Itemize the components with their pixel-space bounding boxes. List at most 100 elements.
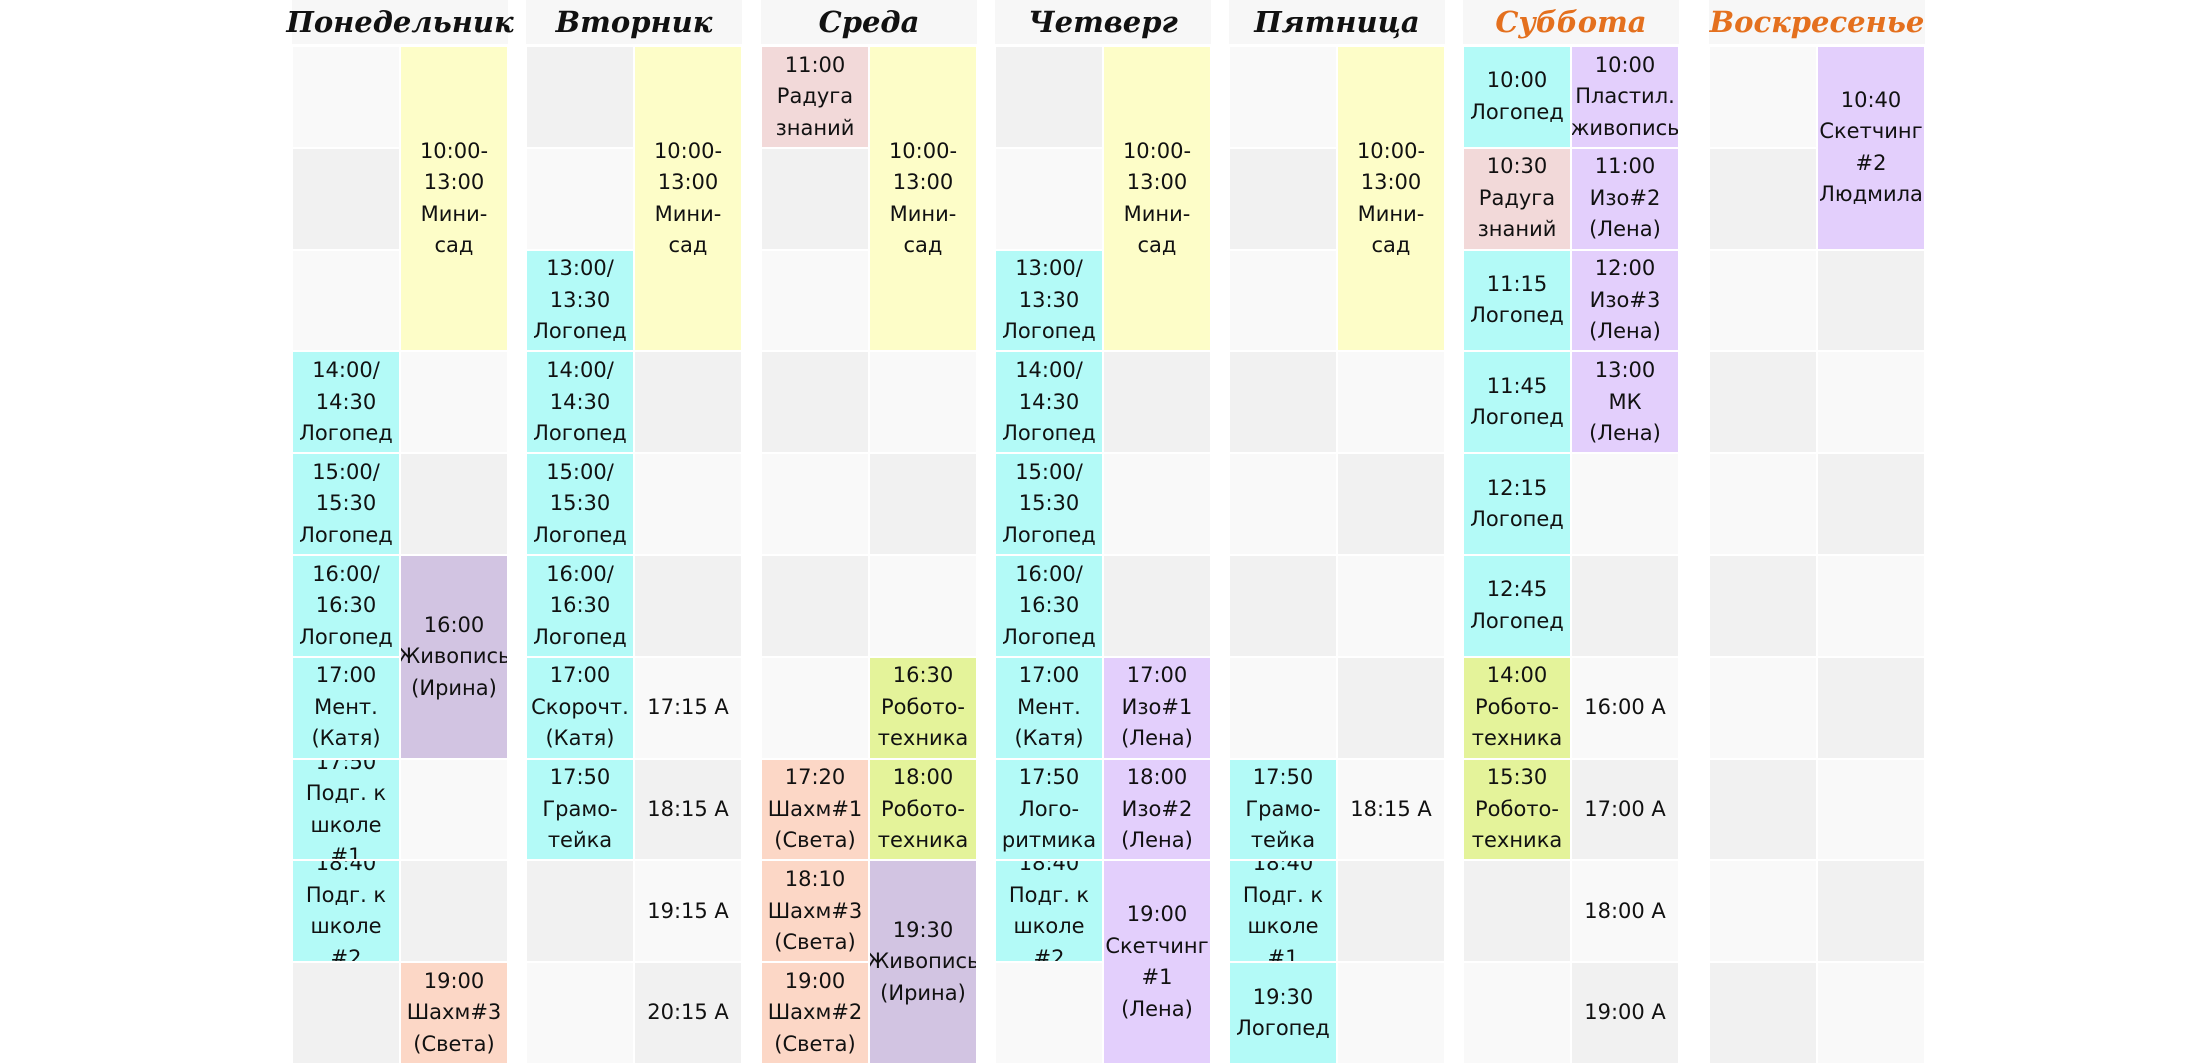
schedule-cell: 10:00- 13:00 Мини- сад	[1338, 47, 1444, 351]
schedule-cell: 17:15 А	[647, 694, 729, 719]
empty-slot	[1230, 250, 1336, 351]
empty-slot	[1710, 250, 1816, 351]
empty-slot	[1464, 963, 1570, 1063]
schedule-cell: 18:40 Подг. к школе #1	[1230, 861, 1336, 962]
empty-slot	[401, 352, 507, 453]
schedule-cell: 19:00 Шахм#3 (Света)	[401, 963, 507, 1063]
schedule-cell: 19:00 Шахм#2 (Света)	[762, 963, 868, 1063]
day-header-4: Пятница	[1229, 0, 1445, 44]
empty-slot	[762, 250, 868, 351]
empty-slot	[1818, 454, 1924, 554]
empty-slot	[1230, 657, 1336, 758]
empty-slot	[1230, 556, 1336, 656]
schedule-cell: 19:00 А	[1584, 1000, 1666, 1025]
empty-slot	[1572, 657, 1678, 758]
empty-slot	[1710, 861, 1816, 962]
empty-slot	[1338, 352, 1444, 453]
schedule-cell: 19:30 Логопед	[1230, 963, 1336, 1063]
empty-slot	[1338, 759, 1444, 860]
empty-slot	[293, 250, 399, 351]
schedule-cell: 15:00/ 15:30 Логопед	[527, 454, 633, 554]
empty-slot	[1818, 352, 1924, 453]
empty-slot	[1230, 454, 1336, 554]
schedule-cell: 19:00 Скетчинг #1 (Лена)	[1104, 861, 1210, 1063]
schedule-cell: 16:00/ 16:30 Логопед	[996, 556, 1102, 656]
schedule-cell: 17:00 Изо#1 (Лена)	[1104, 657, 1210, 758]
empty-slot	[527, 861, 633, 962]
schedule-cell: 10:00- 13:00 Мини- сад	[401, 47, 507, 351]
schedule-cell: 16:00/ 16:30 Логопед	[527, 556, 633, 656]
schedule-cell: 17:00 Скорочт. (Катя)	[527, 657, 633, 758]
day-header-6: Воскресенье	[1709, 0, 1925, 44]
schedule-cell: 18:10 Шахм#3 (Света)	[762, 861, 868, 962]
schedule-cell: 17:00 Мент. (Катя)	[293, 657, 399, 758]
empty-slot	[401, 454, 507, 554]
empty-slot	[293, 963, 399, 1063]
empty-slot	[1710, 759, 1816, 860]
schedule-cell: 10:00 Логопед	[1464, 47, 1570, 147]
empty-slot	[1710, 657, 1816, 758]
schedule-cell: 18:00 Робото- техника	[870, 759, 976, 860]
schedule-cell: 12:45 Логопед	[1464, 556, 1570, 656]
schedule-cell: 18:15 А	[1350, 796, 1432, 821]
empty-slot	[1818, 759, 1924, 860]
schedule-cell: 17:50 Подг. к школе #1	[293, 759, 399, 860]
empty-slot	[870, 352, 976, 453]
schedule-cell: 17:20 Шахм#1 (Света)	[762, 759, 868, 860]
empty-slot	[1818, 657, 1924, 758]
schedule-cell: 17:50 Лого- ритмика	[996, 759, 1102, 860]
schedule-cell: 11:45 Логопед	[1464, 352, 1570, 453]
schedule-cell: 18:00 А	[1584, 898, 1666, 923]
empty-slot	[762, 352, 868, 453]
empty-slot	[1230, 47, 1336, 147]
schedule-cell: 15:00/ 15:30 Логопед	[293, 454, 399, 554]
empty-slot	[762, 556, 868, 656]
schedule-cell: 16:30 Робото- техника	[870, 657, 976, 758]
empty-slot	[527, 148, 633, 249]
schedule-cell: 14:00 Робото- техника	[1464, 657, 1570, 758]
schedule-cell: 13:00/ 13:30 Логопед	[996, 250, 1102, 351]
empty-slot	[293, 148, 399, 249]
schedule-cell: 15:00/ 15:30 Логопед	[996, 454, 1102, 554]
empty-slot	[996, 963, 1102, 1063]
schedule-cell: 10:00- 13:00 Мини- сад	[635, 47, 741, 351]
empty-slot	[635, 759, 741, 860]
day-header-1: Вторник	[526, 0, 742, 44]
schedule-cell: 11:15 Логопед	[1464, 250, 1570, 351]
schedule-cell: 10:00- 13:00 Мини- сад	[870, 47, 976, 351]
empty-slot	[401, 861, 507, 962]
schedule-cell: 15:30 Робото- техника	[1464, 759, 1570, 860]
schedule-cell: 17:00 А	[1584, 796, 1666, 821]
empty-slot	[1710, 352, 1816, 453]
schedule-cell: 17:00 Мент. (Катя)	[996, 657, 1102, 758]
empty-slot	[870, 556, 976, 656]
empty-slot	[635, 861, 741, 962]
empty-slot	[401, 759, 507, 860]
empty-slot	[762, 657, 868, 758]
empty-slot	[762, 148, 868, 249]
day-header-2: Среда	[761, 0, 977, 44]
empty-slot	[1818, 556, 1924, 656]
empty-slot	[1818, 861, 1924, 962]
empty-slot	[635, 556, 741, 656]
empty-slot	[1104, 352, 1210, 453]
empty-slot	[1710, 454, 1816, 554]
schedule-cell: 19:15 А	[647, 898, 729, 923]
empty-slot	[1104, 454, 1210, 554]
schedule-cell: 12:15 Логопед	[1464, 454, 1570, 554]
schedule-cell: 10:30 Радуга знаний	[1464, 148, 1570, 249]
schedule-cell: 19:30 Живопись (Ирина)	[870, 861, 976, 1063]
empty-slot	[1710, 556, 1816, 656]
schedule-cell: 10:00- 13:00 Мини- сад	[1104, 47, 1210, 351]
schedule-cell: 13:00/ 13:30 Логопед	[527, 250, 633, 351]
schedule-cell: 18:15 А	[647, 796, 729, 821]
empty-slot	[635, 657, 741, 758]
schedule-cell: 10:00 Пластил. живопись	[1572, 47, 1678, 147]
schedule-cell: 16:00 А	[1584, 694, 1666, 719]
empty-slot	[635, 963, 741, 1063]
empty-slot	[996, 148, 1102, 249]
schedule-cell: 16:00/ 16:30 Логопед	[293, 556, 399, 656]
empty-slot	[1338, 657, 1444, 758]
empty-slot	[1338, 556, 1444, 656]
